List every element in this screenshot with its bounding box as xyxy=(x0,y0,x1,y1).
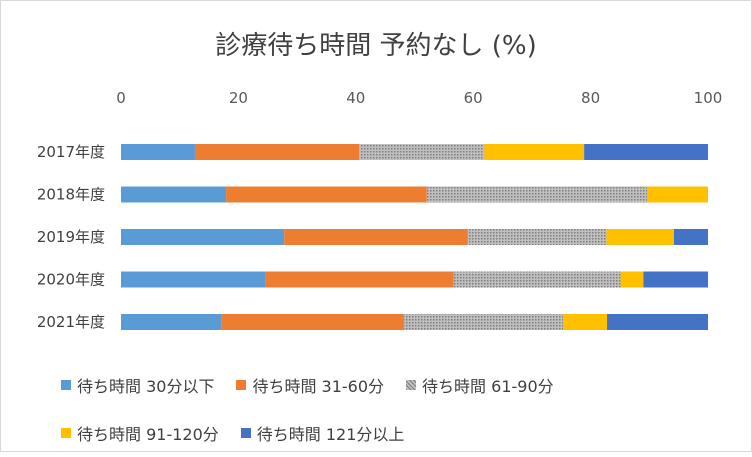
bar-segment xyxy=(265,271,454,288)
x-axis-ticks: 0 20 40 60 80 100 xyxy=(116,89,722,107)
bar-segment xyxy=(673,229,708,245)
bar-series xyxy=(121,144,708,330)
x-tick-label: 0 xyxy=(116,89,126,107)
bar-segment xyxy=(284,229,468,245)
bar-segment xyxy=(484,144,585,160)
legend-label: 待ち時間 61-90分 xyxy=(422,377,554,396)
category-label: 2019年度 xyxy=(37,228,105,246)
legend-row: 待ち時間 30分以下 待ち時間 31-60分 待ち時間 61-90分 xyxy=(61,361,741,409)
bar-segment xyxy=(226,186,427,203)
category-label: 2021年度 xyxy=(37,313,105,331)
bar-segment xyxy=(121,271,266,288)
legend-swatch xyxy=(236,380,247,390)
legend-item: 待ち時間 31-60分 xyxy=(236,373,384,397)
x-tick-label: 60 xyxy=(464,89,483,107)
legend-item: 待ち時間 121分以上 xyxy=(240,421,405,445)
bar-segment xyxy=(426,186,647,203)
category-label: 2018年度 xyxy=(37,186,105,204)
bar-segment xyxy=(584,144,708,160)
bar-segment xyxy=(563,314,608,330)
bar-segment xyxy=(221,314,404,330)
legend-swatch xyxy=(240,428,251,438)
x-tick-label: 40 xyxy=(346,89,365,107)
legend-label: 待ち時間 31-60分 xyxy=(252,377,385,396)
category-label: 2020年度 xyxy=(37,271,105,289)
x-tick-label: 20 xyxy=(229,89,248,107)
bar-segment xyxy=(453,271,621,288)
legend-swatch xyxy=(61,380,71,390)
legend-item: 待ち時間 61-90分 xyxy=(406,373,554,397)
bar-segment xyxy=(403,314,564,330)
legend-label: 待ち時間 121分以上 xyxy=(256,425,405,444)
bar-segment xyxy=(643,271,708,288)
chart-legend: 待ち時間 30分以下 待ち時間 31-60分 待ち時間 61-90分 待ち時間 91… xyxy=(61,361,741,457)
legend-swatch xyxy=(61,428,71,438)
legend-item: 待ち時間 91-120分 xyxy=(61,421,219,445)
bar-segment xyxy=(121,186,227,203)
bar-segment xyxy=(121,314,222,330)
bar-segment xyxy=(194,144,360,160)
bar-segment xyxy=(121,144,195,160)
y-axis-categories: 2017年度 2018年度 2019年度 2020年度 2021年度 xyxy=(37,143,105,331)
x-tick-label: 80 xyxy=(581,89,600,107)
bar-segment xyxy=(607,314,708,330)
bar-segment xyxy=(467,229,607,245)
legend-swatch xyxy=(406,380,417,390)
chart-title: 診療待ち時間 予約なし (%) xyxy=(215,31,537,61)
bar-segment xyxy=(620,271,644,288)
category-label: 2017年度 xyxy=(37,143,105,161)
bar-segment xyxy=(646,186,708,203)
legend-row: 待ち時間 91-120分 待ち時間 121分以上 xyxy=(61,409,741,457)
bar-segment xyxy=(359,144,485,160)
legend-label: 待ち時間 30分以下 xyxy=(77,377,215,396)
x-tick-label: 100 xyxy=(694,89,723,107)
legend-label: 待ち時間 91-120分 xyxy=(77,425,219,444)
bar-segment xyxy=(606,229,674,245)
bar-segment xyxy=(121,229,285,245)
legend-item: 待ち時間 30分以下 xyxy=(61,373,214,397)
